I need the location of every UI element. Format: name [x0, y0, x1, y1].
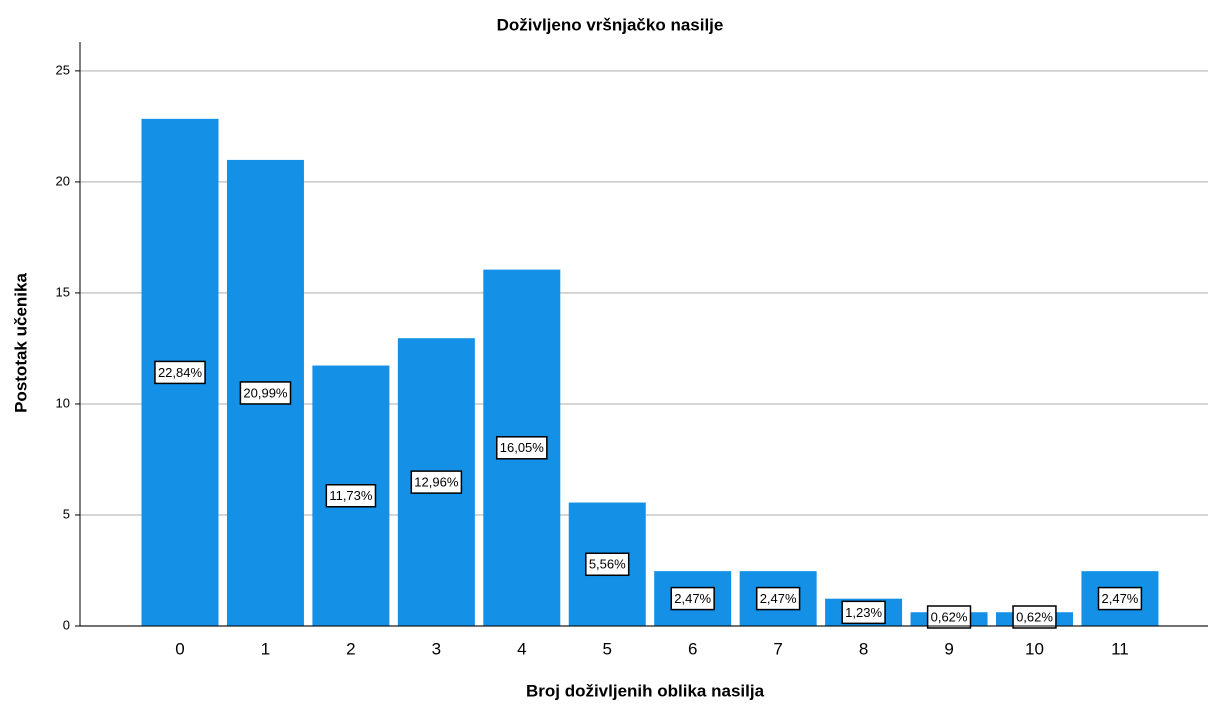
x-tick-label: 4: [517, 639, 526, 658]
value-label-box: [325, 484, 377, 508]
x-tick-label: 11: [1111, 639, 1129, 658]
value-label-box: [1097, 586, 1143, 611]
value-label: 1,23%: [845, 605, 882, 620]
value-label-box: [926, 605, 972, 629]
y-tick-label: 20: [56, 173, 70, 188]
x-tick-label: 1: [261, 639, 270, 658]
value-label-box: [670, 586, 715, 611]
value-label-box: [239, 381, 292, 405]
y-axis-label: Postotak učenika: [11, 273, 30, 413]
value-label-box: [154, 360, 206, 385]
value-label: 22,84%: [158, 365, 203, 380]
value-label: 16,05%: [500, 440, 545, 455]
x-axis-label: Broj doživljenih oblika nasilja: [526, 681, 765, 700]
x-tick-label: 9: [944, 639, 953, 658]
value-label-box: [496, 436, 548, 460]
x-tick-label: 5: [603, 639, 612, 658]
x-tick-label: 2: [346, 639, 355, 658]
value-label: 5,56%: [589, 557, 626, 572]
value-label-box: [585, 552, 630, 577]
x-tick-label: 0: [175, 639, 184, 658]
y-tick-label: 0: [63, 617, 70, 632]
value-label: 12,96%: [414, 475, 459, 490]
value-label: 2,47%: [760, 591, 797, 606]
value-label: 11,73%: [329, 488, 373, 503]
value-label-box: [1012, 605, 1057, 629]
x-tick-label: 6: [688, 639, 697, 658]
x-tick-label: 10: [1025, 639, 1044, 658]
value-label: 2,47%: [674, 591, 711, 606]
value-label: 20,99%: [243, 385, 288, 400]
chart-title: Doživljeno vršnjačko nasilje: [497, 15, 724, 34]
value-label-box: [410, 470, 463, 494]
value-label: 2,47%: [1102, 591, 1139, 606]
y-tick-label: 25: [56, 62, 70, 77]
y-tick-label: 10: [56, 395, 70, 410]
y-tick-label: 5: [63, 506, 70, 521]
x-tick-label: 7: [773, 639, 782, 658]
x-tick-label: 8: [859, 639, 868, 658]
value-label-box: [841, 600, 886, 625]
y-tick-label: 15: [56, 284, 70, 299]
value-label: 0,62%: [1016, 609, 1053, 624]
value-label-box: [755, 586, 801, 611]
value-label: 0,62%: [931, 609, 968, 624]
x-tick-label: 3: [432, 639, 441, 658]
